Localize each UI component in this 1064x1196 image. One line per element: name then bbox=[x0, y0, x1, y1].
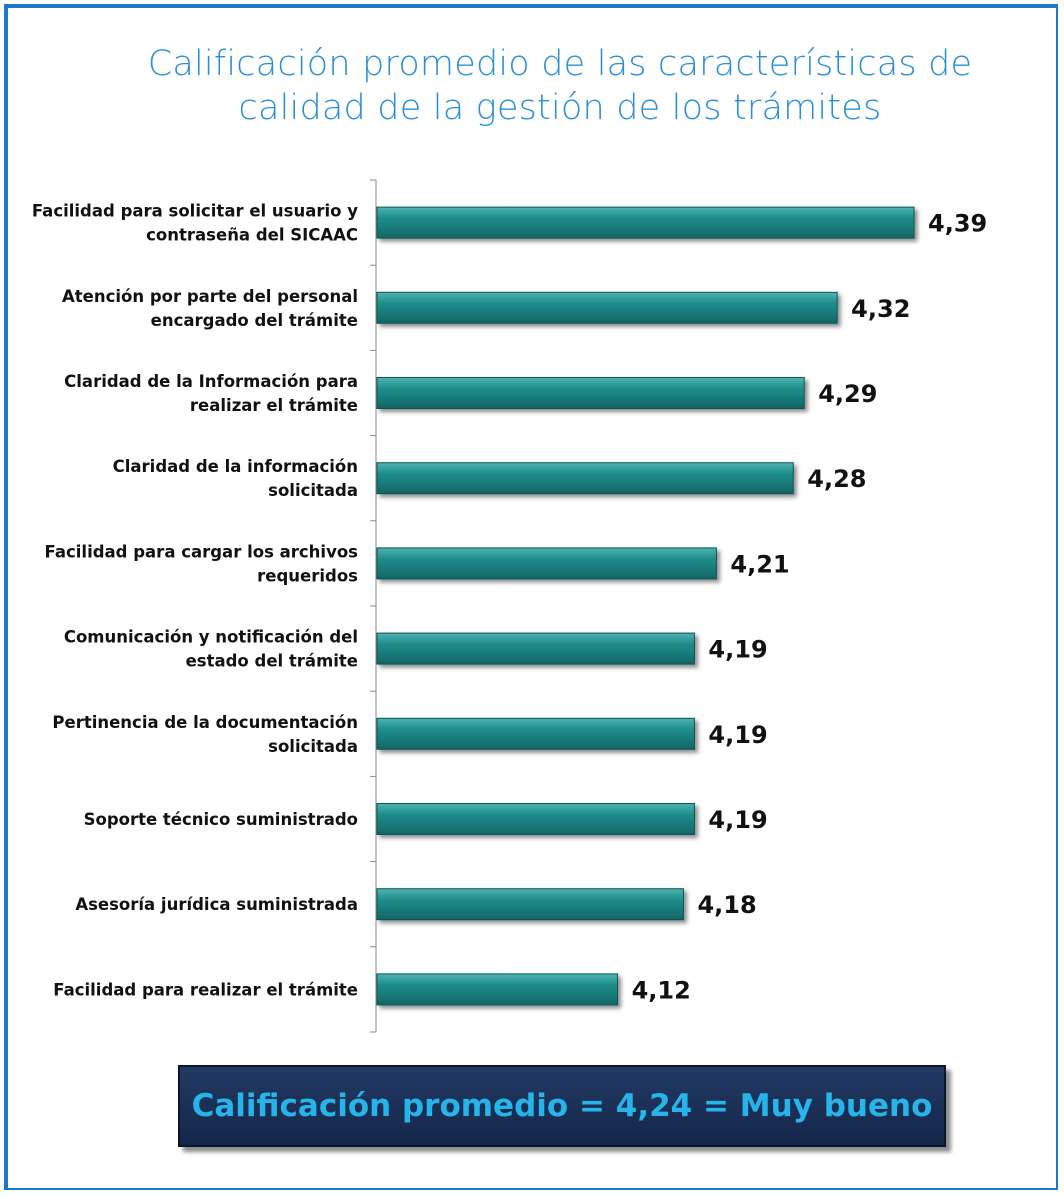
value-label-4: 4,21 bbox=[730, 550, 789, 578]
chart-title-line-2: calidad de la gestión de los trámites bbox=[238, 88, 882, 128]
summary-box: Calificación promedio = 4,24 = Muy bueno bbox=[178, 1065, 946, 1147]
value-label-9: 4,12 bbox=[632, 976, 691, 1004]
category-label-3: Claridad de la información solicitada bbox=[113, 457, 358, 500]
bar-8 bbox=[376, 888, 684, 921]
value-label-0: 4,39 bbox=[928, 210, 987, 238]
bar-3 bbox=[376, 462, 794, 495]
category-label-9: Facilidad para realizar el trámite bbox=[53, 980, 358, 999]
bar-6 bbox=[376, 717, 695, 750]
bar-4 bbox=[376, 547, 717, 580]
bar-9 bbox=[376, 973, 619, 1006]
category-label-0: Facilidad para solicitar el usuario y con… bbox=[32, 202, 358, 245]
category-label-8: Asesoría jurídica suministrada bbox=[75, 895, 358, 914]
bar-0 bbox=[376, 206, 915, 239]
bar-2 bbox=[376, 377, 805, 409]
value-label-1: 4,32 bbox=[851, 295, 910, 323]
category-label-2: Claridad de la Información para realizar … bbox=[64, 372, 358, 415]
bar-5 bbox=[376, 632, 695, 665]
category-label-6: Pertinencia de la documentación solicitad… bbox=[52, 713, 358, 756]
summary-text: Calificación promedio = 4,24 = Muy bueno bbox=[191, 1088, 933, 1124]
category-label-5: Comunicación y notificación del estado de… bbox=[64, 628, 358, 671]
bar-chart: 4,39 Facilidad para solicitar el usuario … bbox=[32, 179, 987, 1033]
chart-frame bbox=[4, 4, 1058, 1190]
value-label-2: 4,29 bbox=[818, 380, 877, 408]
bar-1 bbox=[376, 291, 838, 324]
chart-title-line-1: Calificación promedio de las característ… bbox=[147, 44, 973, 84]
value-label-5: 4,19 bbox=[708, 636, 767, 664]
category-label-4: Facilidad para cargar los archivos requer… bbox=[45, 542, 359, 585]
value-label-7: 4,19 bbox=[708, 806, 767, 834]
value-label-3: 4,28 bbox=[807, 465, 866, 493]
value-label-8: 4,18 bbox=[697, 891, 756, 919]
category-label-7: Soporte técnico suministrado bbox=[84, 810, 358, 829]
bar-7 bbox=[376, 803, 695, 835]
category-label-1: Atención por parte del personal encargado… bbox=[62, 287, 358, 330]
value-label-6: 4,19 bbox=[708, 721, 767, 749]
